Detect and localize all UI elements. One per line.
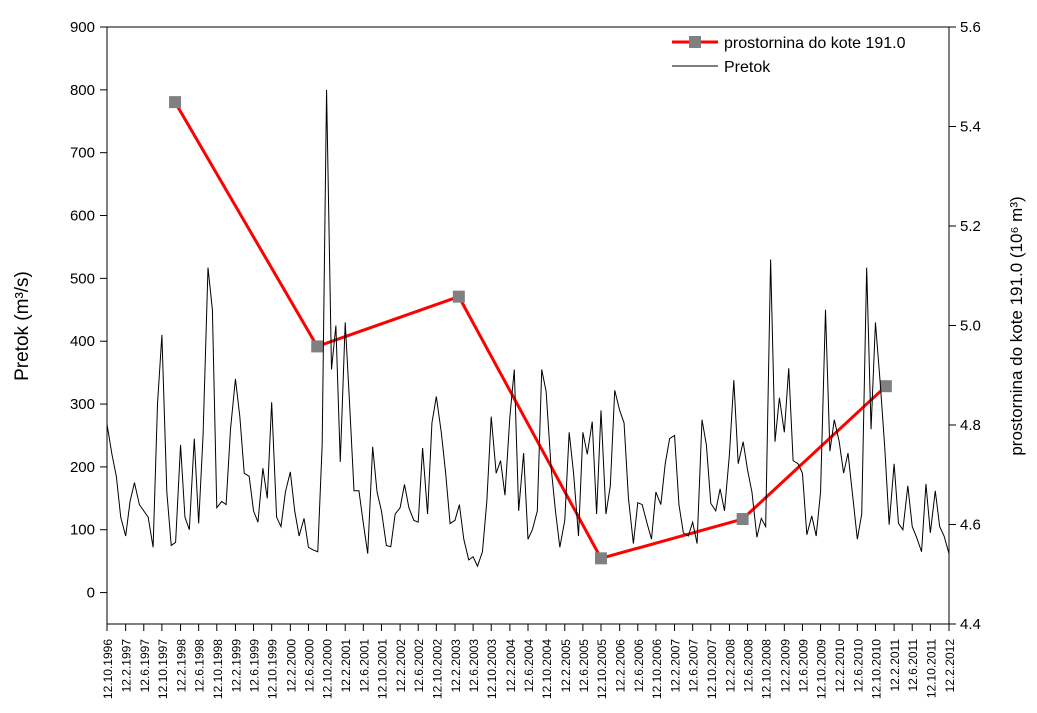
legend-label: Pretok [724, 59, 771, 76]
y-tick-label: 700 [70, 145, 95, 162]
x-tick-label: 12.6.2008 [742, 639, 756, 693]
x-tick-label: 12.2.2008 [723, 639, 737, 693]
y2-tick-label: 5.4 [960, 119, 981, 136]
marker [879, 380, 892, 393]
x-tick-label: 12.6.2010 [851, 639, 865, 693]
marker [736, 513, 749, 526]
y-tick-label: 400 [70, 333, 95, 350]
legend-marker [689, 36, 701, 48]
x-tick-label: 12.10.2007 [705, 639, 719, 699]
x-tick-label: 12.6.2003 [467, 639, 481, 693]
y2-tick-label: 5.6 [960, 19, 981, 36]
y-tick-label: 600 [70, 208, 95, 225]
y-tick-label: 300 [70, 396, 95, 413]
x-tick-label: 12.2.2011 [888, 639, 902, 692]
x-tick-label: 12.6.2000 [302, 639, 316, 693]
x-tick-label: 12.10.1997 [156, 639, 170, 699]
x-tick-label: 12.2.2004 [504, 639, 518, 693]
flow-line [106, 89, 950, 568]
marker [169, 96, 182, 109]
marker [595, 552, 608, 565]
marker [311, 340, 324, 353]
y2-axis-label: prostornina do kote 191.0 (10⁶ m³) [1007, 196, 1026, 455]
x-tick-label: 12.10.2008 [760, 639, 774, 699]
y2-tick-label: 5.2 [960, 218, 981, 235]
x-tick-label: 12.2.2000 [284, 639, 298, 693]
x-tick-label: 12.10.2011 [924, 639, 938, 698]
x-tick-label: 12.2.2009 [778, 639, 792, 693]
x-tick-label: 12.6.1999 [248, 639, 262, 693]
y-tick-label: 0 [87, 585, 95, 602]
x-tick-label: 12.10.1998 [211, 639, 225, 699]
x-tick-label: 12.10.2004 [540, 639, 554, 699]
x-tick-label: 12.6.2006 [632, 639, 646, 693]
x-tick-label: 12.2.1998 [175, 639, 189, 693]
x-tick-label: 12.10.2009 [815, 639, 829, 699]
x-tick-label: 12.10.1996 [101, 639, 115, 699]
x-tick-label: 12.6.1997 [138, 639, 152, 693]
x-tick-label: 12.2.2010 [833, 639, 847, 693]
x-tick-label: 12.10.2010 [869, 639, 883, 699]
x-tick-label: 12.2.1997 [120, 639, 134, 693]
x-tick-label: 12.2.1999 [229, 639, 243, 693]
y-tick-label: 500 [70, 270, 95, 287]
x-tick-label: 12.2.2007 [669, 639, 683, 693]
x-tick-label: 12.10.2003 [485, 639, 499, 699]
x-tick-label: 12.6.2007 [687, 639, 701, 693]
x-tick-label: 12.2.2003 [449, 639, 463, 693]
y2-tick-label: 4.8 [960, 417, 981, 434]
x-tick-label: 12.10.2005 [595, 639, 609, 699]
x-tick-label: 12.10.2002 [430, 639, 444, 699]
x-tick-label: 12.6.2009 [796, 639, 810, 693]
x-tick-label: 12.6.1998 [193, 639, 207, 693]
x-tick-label: 12.2.2002 [394, 639, 408, 693]
x-tick-label: 12.2.2012 [943, 639, 957, 693]
x-tick-label: 12.2.2005 [559, 639, 573, 693]
y-axis-label: Pretok (m³/s) [12, 271, 33, 381]
y-tick-label: 200 [70, 459, 95, 476]
marker [452, 290, 465, 303]
x-tick-label: 12.2.2006 [614, 639, 628, 693]
y2-tick-label: 4.4 [960, 616, 981, 633]
x-tick-label: 12.10.2006 [650, 639, 664, 699]
y-tick-label: 900 [70, 19, 95, 36]
x-tick-label: 12.6.2004 [522, 639, 536, 693]
x-tick-label: 12.6.2011 [906, 639, 920, 692]
y-tick-label: 100 [70, 522, 95, 539]
x-tick-label: 12.6.2001 [357, 639, 371, 693]
x-tick-label: 12.6.2005 [577, 639, 591, 693]
y2-tick-label: 5.0 [960, 318, 981, 335]
volume-line [173, 101, 887, 561]
x-tick-label: 12.6.2002 [412, 639, 426, 693]
x-tick-label: 12.10.1999 [266, 639, 280, 699]
x-tick-label: 12.10.2000 [321, 639, 335, 699]
x-tick-label: 12.10.2001 [375, 639, 389, 699]
legend-label: prostornina do kote 191.0 [724, 35, 906, 52]
x-tick-label: 12.2.2001 [339, 639, 353, 693]
y-tick-label: 800 [70, 82, 95, 99]
y2-tick-label: 4.6 [960, 517, 981, 534]
